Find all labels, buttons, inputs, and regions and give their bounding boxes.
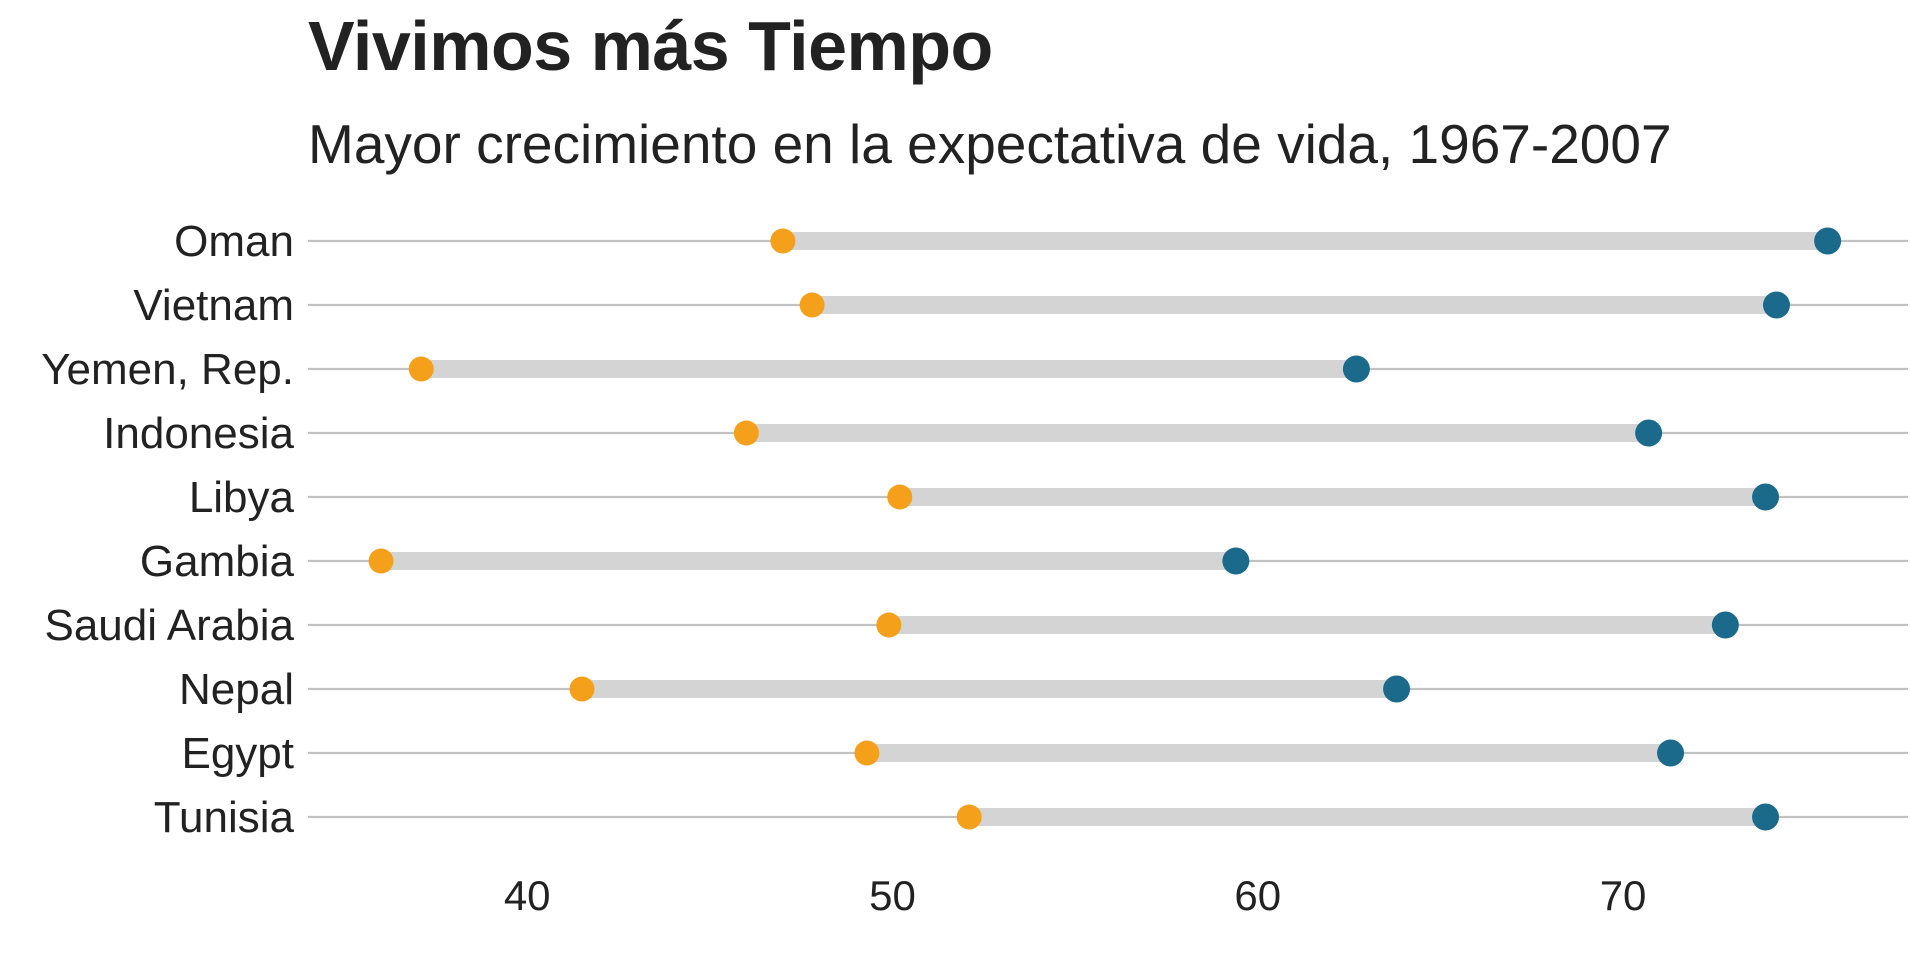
category-label: Nepal — [179, 665, 294, 714]
segments — [381, 232, 1828, 826]
chart-subtitle: Mayor crecimiento en la expectativa de v… — [308, 113, 1672, 175]
end-point — [1657, 739, 1685, 767]
category-label: Gambia — [140, 537, 295, 586]
category-label: Tunisia — [154, 793, 295, 842]
end-point — [1752, 483, 1780, 511]
start-point — [569, 676, 595, 702]
gridlines — [308, 239, 1908, 819]
x-tick-label: 60 — [1234, 872, 1281, 919]
start-point — [956, 804, 982, 830]
end-point — [1752, 803, 1780, 831]
end-point — [1711, 611, 1739, 639]
category-labels: Oman Vietnam Yemen, Rep. Indonesia Libya Gamb… — [41, 217, 294, 842]
category-label: Oman — [174, 217, 294, 266]
start-point — [887, 484, 913, 510]
end-point — [1222, 547, 1250, 575]
end-point — [1635, 419, 1663, 447]
x-tick-label: 40 — [504, 872, 551, 919]
x-tick-label: 70 — [1600, 872, 1647, 919]
category-label: Vietnam — [133, 281, 294, 330]
category-label: Indonesia — [103, 409, 294, 458]
category-label: Libya — [189, 473, 295, 522]
start-point — [368, 548, 394, 574]
start-point — [733, 420, 759, 446]
start-point — [770, 228, 796, 254]
end-point — [1762, 291, 1790, 319]
category-label: Egypt — [181, 729, 294, 778]
x-axis-ticks: 40 50 60 70 — [504, 872, 1647, 919]
start-point — [876, 612, 902, 638]
category-label: Saudi Arabia — [44, 601, 294, 650]
end-point — [1814, 227, 1842, 255]
start-point — [408, 356, 434, 382]
points — [368, 227, 1842, 831]
start-point — [799, 292, 825, 318]
end-point — [1383, 675, 1411, 703]
end-point — [1342, 355, 1370, 383]
chart-title: Vivimos más Tiempo — [308, 7, 993, 85]
category-label: Yemen, Rep. — [41, 345, 294, 394]
start-point — [854, 740, 880, 766]
x-tick-label: 50 — [869, 872, 916, 919]
